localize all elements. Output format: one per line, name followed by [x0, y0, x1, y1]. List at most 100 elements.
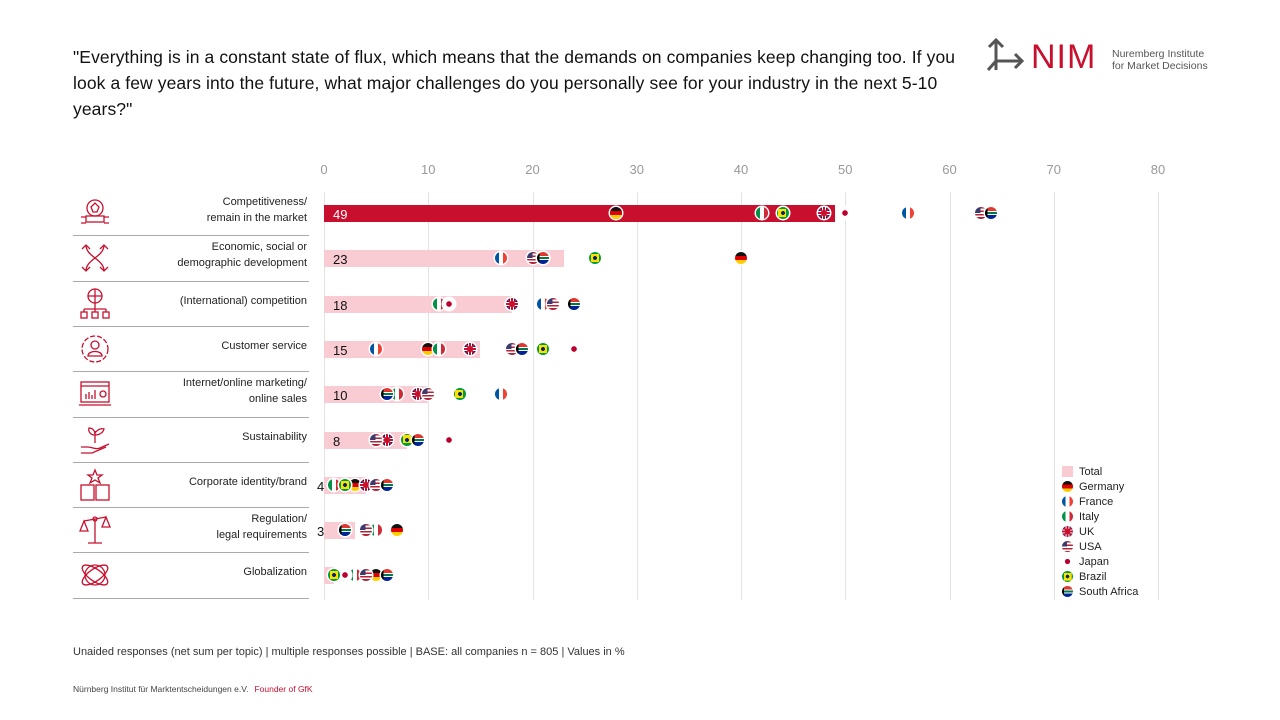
footer: Nürnberg Institut für Marktentscheidunge…: [73, 684, 313, 694]
legend-label: Japan: [1079, 555, 1109, 568]
uk-flag-icon: [463, 342, 476, 355]
uk-flag-icon: [505, 297, 518, 310]
legend-item: Japan: [1062, 554, 1138, 569]
italy-flag-icon: [1062, 511, 1073, 522]
usa-flag-icon: [370, 478, 383, 491]
row-separator: [73, 507, 309, 509]
brazil-flag-icon: [328, 569, 341, 582]
legend-item: UK: [1062, 524, 1138, 539]
south-africa-flag-icon: [380, 478, 393, 491]
category-label-line: Customer service: [221, 339, 307, 352]
logo-line1: Nuremberg Institute: [1112, 48, 1205, 60]
row-separator: [73, 371, 309, 373]
germany-flag-icon: [349, 478, 362, 491]
bar-value-label: 10: [333, 388, 348, 404]
buildings-star-icon: [78, 468, 112, 502]
gridline: [1158, 192, 1159, 600]
japan-flag-icon: [568, 342, 581, 355]
category-label-line: Internet/online marketing/: [182, 377, 307, 390]
south-africa-flag-icon: [380, 569, 393, 582]
row-separator: [73, 235, 309, 237]
italy-flag-icon: [370, 524, 383, 537]
legend-item: Total: [1062, 464, 1138, 479]
category-label-line: Globalization: [243, 566, 307, 579]
bar-value-label: 49: [333, 207, 348, 222]
usa-flag-icon: [505, 342, 518, 355]
germany-flag-icon: [1062, 481, 1073, 492]
footer-org: Nürnberg Institut für Marktentscheidunge…: [73, 684, 249, 694]
legend-label: USA: [1079, 540, 1102, 553]
italy-flag-icon: [432, 342, 445, 355]
italy-flag-icon: [390, 388, 403, 401]
category-label-line: Regulation/: [251, 513, 307, 526]
chart-legend: Total Germany France Italy UK USA Japan Brazil S…: [1062, 464, 1138, 599]
plant-hand-icon: [78, 423, 112, 457]
logo-subtitle: Nuremberg Institute for Market Decisions: [1112, 48, 1208, 72]
category-label-line: remain in the market: [206, 212, 307, 224]
japan-flag-icon: [1062, 556, 1073, 567]
italy-flag-icon: [328, 478, 341, 491]
legend-label: Total: [1079, 465, 1103, 478]
legend-label: France: [1079, 495, 1114, 508]
category-label-line: (International) competition: [179, 294, 307, 307]
japan-flag-icon: [443, 433, 456, 446]
germany-flag-icon: [370, 569, 383, 582]
total-swatch: [1062, 466, 1073, 477]
germany-flag-icon: [735, 252, 747, 265]
gridline: [532, 192, 534, 600]
usa-flag-icon: [1062, 541, 1073, 552]
x-tick-label: 40: [733, 162, 749, 177]
bar-value-label: 3: [317, 524, 325, 540]
category-label-line: Economic, social or: [211, 241, 307, 254]
legend-label: Italy: [1079, 510, 1100, 523]
x-tick-label: 70: [1046, 162, 1061, 177]
italy-flag-icon: [349, 569, 362, 582]
italy-flag-icon: [755, 207, 768, 219]
brazil-flag-icon: [589, 252, 602, 265]
italy-flag-icon: [432, 297, 445, 310]
category-label-line: Sustainability: [242, 430, 307, 443]
usa-flag-icon: [526, 252, 539, 265]
row-separator: [73, 461, 309, 463]
x-tick-label: 60: [942, 162, 957, 177]
brazil-flag-icon: [453, 388, 466, 401]
legend-item: Germany: [1062, 479, 1138, 494]
row-separator: [73, 597, 309, 599]
total-bar: [324, 295, 512, 313]
gridline: [949, 192, 951, 600]
south-africa-flag-icon: [985, 207, 998, 219]
japan-flag-icon: [839, 207, 852, 219]
brazil-flag-icon: [338, 478, 351, 491]
logo-wordmark: NIM: [1031, 38, 1097, 76]
arrows-logo-icon: [986, 37, 1025, 71]
category-label-line: legal requirements: [216, 529, 308, 542]
category-label: (International) competition: [180, 293, 307, 309]
france-flag-icon: [495, 388, 508, 401]
south-africa-flag-icon: [411, 433, 424, 446]
legend-label: Brazil: [1079, 570, 1107, 583]
category-label-line: demographic development: [177, 257, 307, 270]
uk-flag-icon: [818, 207, 831, 219]
bar-chart: 0 10 20 30 40 50 60 70 80 Competitiveness/remain …: [73, 162, 1165, 600]
category-label: Globalization: [243, 564, 307, 580]
bar-value-label: 15: [333, 342, 348, 358]
gridline: [741, 192, 742, 600]
legend-label: Germany: [1079, 480, 1125, 493]
france-flag-icon: [1062, 496, 1073, 507]
category-label: Corporate identity/brand: [189, 474, 307, 490]
row-separator: [73, 416, 309, 418]
x-tick-label: 10: [421, 162, 436, 177]
bar-value-label: 18: [333, 297, 348, 313]
row-separator: [73, 552, 309, 554]
legend-item: Italy: [1062, 509, 1138, 524]
usa-flag-icon: [359, 569, 372, 582]
brazil-flag-icon: [536, 342, 549, 355]
bar-value-label: 23: [333, 252, 348, 268]
germany-flag-icon: [609, 207, 622, 219]
category-label: Competitiveness/remain in the market: [207, 194, 307, 226]
legend-item: USA: [1062, 539, 1138, 554]
france-flag-icon: [370, 342, 383, 355]
nim-logo: NIM Nuremberg Institute for Market Decis…: [986, 36, 1216, 76]
south-africa-flag-icon: [380, 388, 393, 401]
category-label-line: Competitiveness/: [222, 196, 307, 208]
